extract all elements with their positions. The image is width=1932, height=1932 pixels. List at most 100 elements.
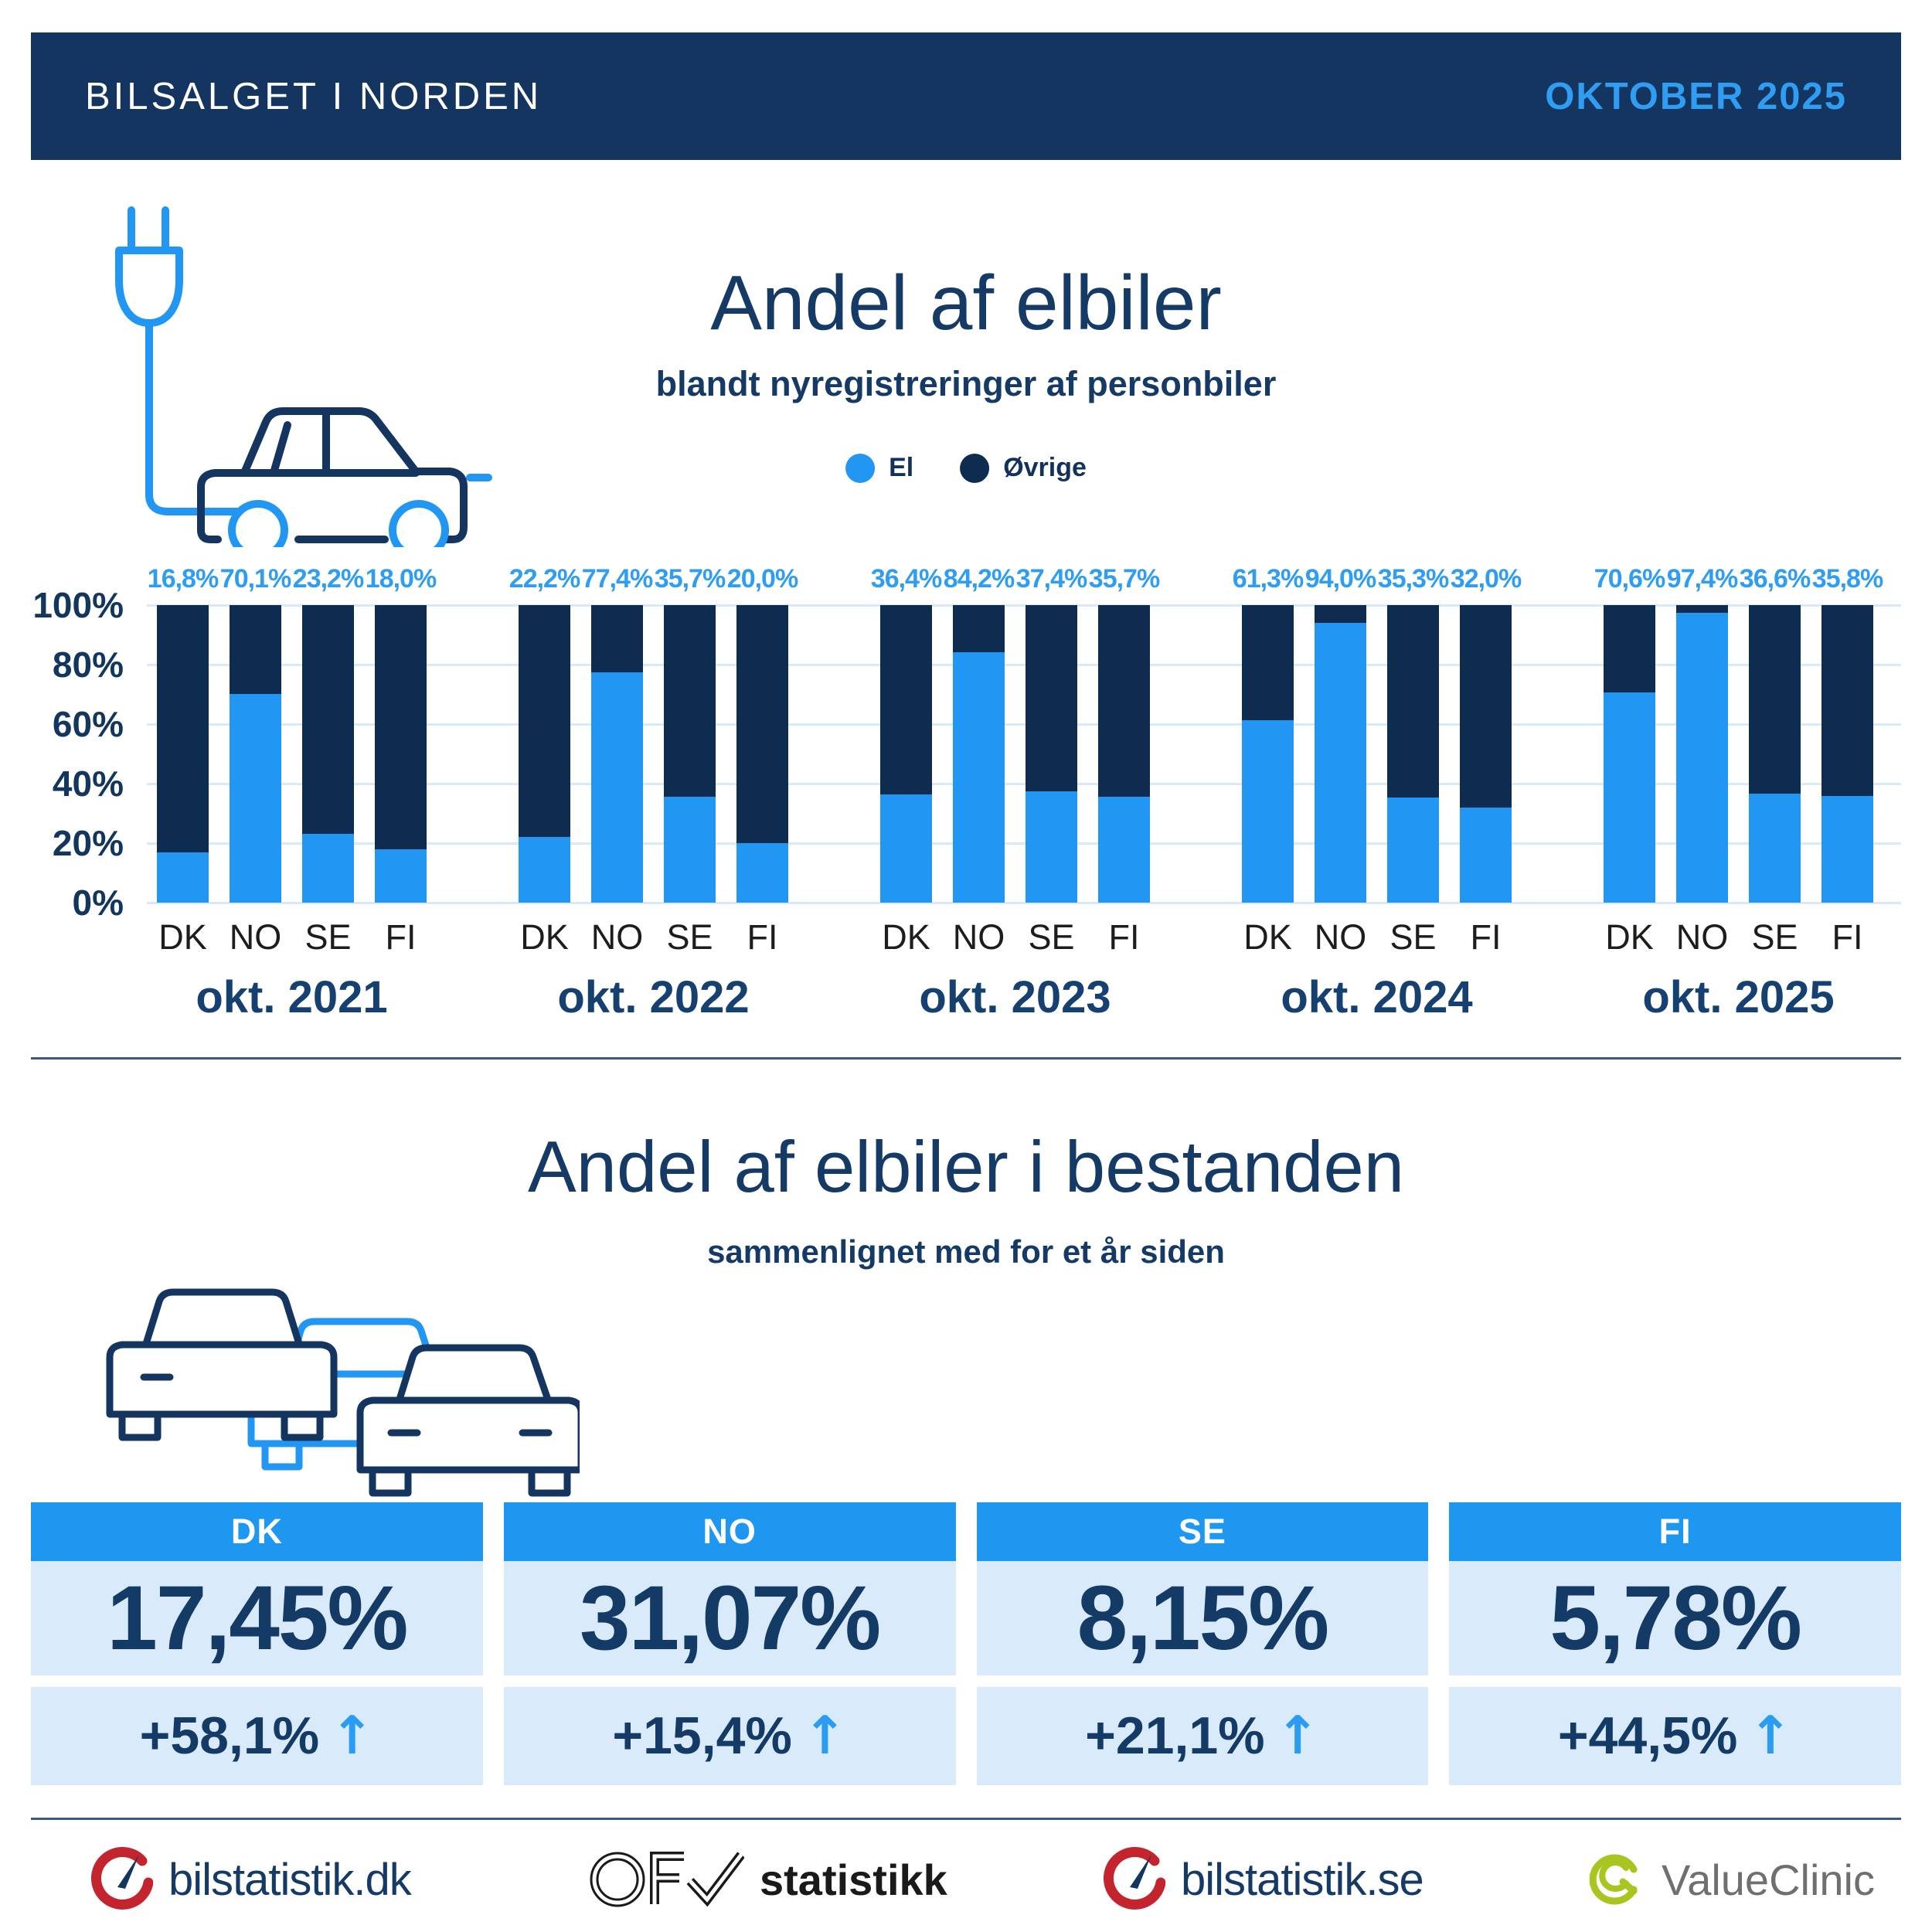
bar-group-label: okt. 2024	[1281, 972, 1473, 1022]
bar-country-label: DK	[158, 917, 207, 957]
stacked-bar-SE-okt-2024	[1387, 605, 1439, 903]
summary-card-FI: FI 5,78% +44,5% ↑	[1449, 1502, 1901, 1785]
gridline	[147, 842, 1901, 845]
el-segment	[880, 794, 932, 903]
bar-value-label: 37,4%	[1015, 564, 1087, 594]
card-gap	[31, 1675, 483, 1687]
card-gap	[503, 1675, 956, 1687]
section-subtitle-fleet: sammenlignet med for et år siden	[707, 1233, 1225, 1270]
legend-label-ovrige: Øvrige	[1003, 453, 1087, 482]
bar-value-label: 16,8%	[147, 564, 219, 594]
bar-value-label: 35,7%	[654, 564, 726, 594]
section-divider	[31, 1057, 1901, 1060]
el-segment	[1387, 798, 1439, 903]
card-share-value: 17,45%	[31, 1561, 483, 1675]
card-country: FI	[1449, 1502, 1901, 1561]
summary-card-SE: SE 8,15% +21,1% ↑	[976, 1502, 1429, 1785]
bar-country-label: NO	[1675, 917, 1729, 957]
bar-value-label: 22,2%	[509, 564, 580, 594]
section-title-fleet: Andel af elbiler i bestanden	[527, 1126, 1404, 1207]
logo-valueclinic[interactable]: ValueClinic	[1586, 1841, 1875, 1918]
el-segment	[1821, 796, 1873, 903]
el-segment	[1604, 692, 1655, 903]
bar-value-label: 97,4%	[1666, 564, 1738, 594]
el-segment	[664, 796, 716, 903]
el-segment	[1242, 720, 1294, 903]
up-arrow-icon: ↑	[802, 1706, 847, 1767]
card-change-value: +44,5% ↑	[1449, 1687, 1901, 1785]
gridline	[147, 604, 1901, 607]
stacked-bar-NO-okt-2022	[591, 605, 643, 903]
legend-item-ovrige: Øvrige	[960, 453, 1087, 483]
bar-value-label: 35,3%	[1377, 564, 1449, 594]
bar-country-label: DK	[1243, 917, 1292, 957]
stacked-bar-SE-okt-2022	[664, 605, 716, 903]
logo-ofv-statistikk[interactable]: statistikk	[590, 1841, 947, 1918]
stacked-bar-FI-okt-2022	[736, 605, 788, 903]
y-axis-label: 80%	[52, 645, 124, 685]
card-change-value: +15,4% ↑	[503, 1687, 956, 1785]
y-axis-label: 0%	[72, 883, 124, 923]
el-segment	[1676, 613, 1728, 903]
y-axis-label: 20%	[52, 823, 124, 863]
logo-bilstatistik-se[interactable]: bilstatistik.se	[1104, 1841, 1424, 1918]
el-segment	[1026, 791, 1077, 903]
bar-group-label: okt. 2023	[919, 972, 1111, 1022]
bar-country-label: FI	[1832, 917, 1863, 957]
chart-legend: El Øvrige	[845, 453, 1087, 483]
stacked-bar-DK-okt-2024	[1242, 605, 1294, 903]
gridline	[147, 782, 1901, 785]
card-gap	[976, 1675, 1429, 1687]
bar-country-label: SE	[1751, 917, 1798, 957]
bar-value-label: 36,6%	[1739, 564, 1811, 594]
gridline	[147, 663, 1901, 666]
stacked-bar-NO-okt-2023	[953, 605, 1005, 903]
el-segment	[591, 672, 643, 903]
bar-group-label: okt. 2025	[1642, 972, 1835, 1022]
logo-text-valueclinic: ValueClinic	[1662, 1855, 1875, 1904]
stacked-bar-DK-okt-2022	[519, 605, 570, 903]
stacked-bar-NO-okt-2025	[1676, 605, 1728, 903]
bar-value-label: 20,0%	[726, 564, 798, 594]
up-arrow-icon: ↑	[330, 1706, 375, 1767]
bar-country-label: DK	[882, 917, 930, 957]
stacked-bar-DK-okt-2023	[880, 605, 932, 903]
bar-value-label: 94,0%	[1304, 564, 1376, 594]
card-share-value: 8,15%	[976, 1561, 1429, 1675]
bar-country-label: FI	[1108, 917, 1140, 957]
bar-country-label: SE	[1389, 917, 1437, 957]
bar-country-label: FI	[385, 917, 417, 957]
stacked-bar-SE-okt-2023	[1026, 605, 1077, 903]
bar-country-label: NO	[229, 917, 282, 957]
bar-country-label: SE	[666, 917, 713, 957]
bar-country-label: SE	[304, 917, 352, 957]
stacked-bar-FI-okt-2025	[1821, 605, 1873, 903]
y-axis-label: 40%	[52, 764, 124, 804]
logo-bilstatistik-dk[interactable]: bilstatistik.dk	[91, 1841, 412, 1918]
bar-country-label: DK	[520, 917, 569, 957]
el-segment	[519, 836, 570, 903]
bar-value-label: 84,2%	[943, 564, 1015, 594]
stacked-bar-SE-okt-2021	[302, 605, 354, 903]
stacked-bar-NO-okt-2021	[230, 605, 281, 903]
bar-value-label: 18,0%	[365, 564, 437, 594]
bar-value-label: 32,0%	[1450, 564, 1522, 594]
bar-value-label: 23,2%	[292, 564, 364, 594]
card-change-text: +44,5%	[1557, 1706, 1738, 1765]
ev-share-stacked-bar-chart: 0% 20% 40% 60% 80% 100% 16,8% DK 70,1% NO 23,2% SE 1…	[32, 564, 1901, 1022]
legend-item-el: El	[845, 453, 913, 483]
card-share-value: 5,78%	[1449, 1561, 1901, 1675]
stacked-bar-FI-okt-2024	[1460, 605, 1512, 903]
bar-country-label: FI	[1470, 917, 1502, 957]
stacked-bar-DK-okt-2021	[157, 605, 209, 903]
bar-country-label: NO	[1314, 917, 1367, 957]
y-axis-label: 100%	[32, 585, 124, 625]
header-bar: BILSALGET I NORDEN OKTOBER 2025	[31, 32, 1901, 160]
bilstatistik-swoosh-icon	[91, 1846, 153, 1910]
legend-label-el: El	[889, 453, 914, 482]
stacked-bar-NO-okt-2024	[1315, 605, 1366, 903]
bar-value-label: 70,6%	[1594, 564, 1665, 594]
bar-value-label: 77,4%	[581, 564, 653, 594]
up-arrow-icon: ↑	[1275, 1706, 1320, 1767]
ovrige-legend-dot-icon	[960, 453, 990, 483]
